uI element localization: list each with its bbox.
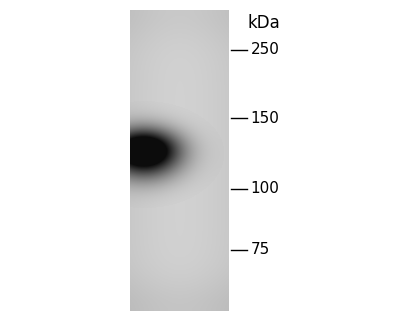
Text: 150: 150	[250, 111, 279, 126]
Text: 250: 250	[250, 42, 279, 57]
Text: 75: 75	[250, 242, 270, 257]
Text: 100: 100	[250, 181, 279, 196]
Text: kDa: kDa	[247, 14, 280, 32]
